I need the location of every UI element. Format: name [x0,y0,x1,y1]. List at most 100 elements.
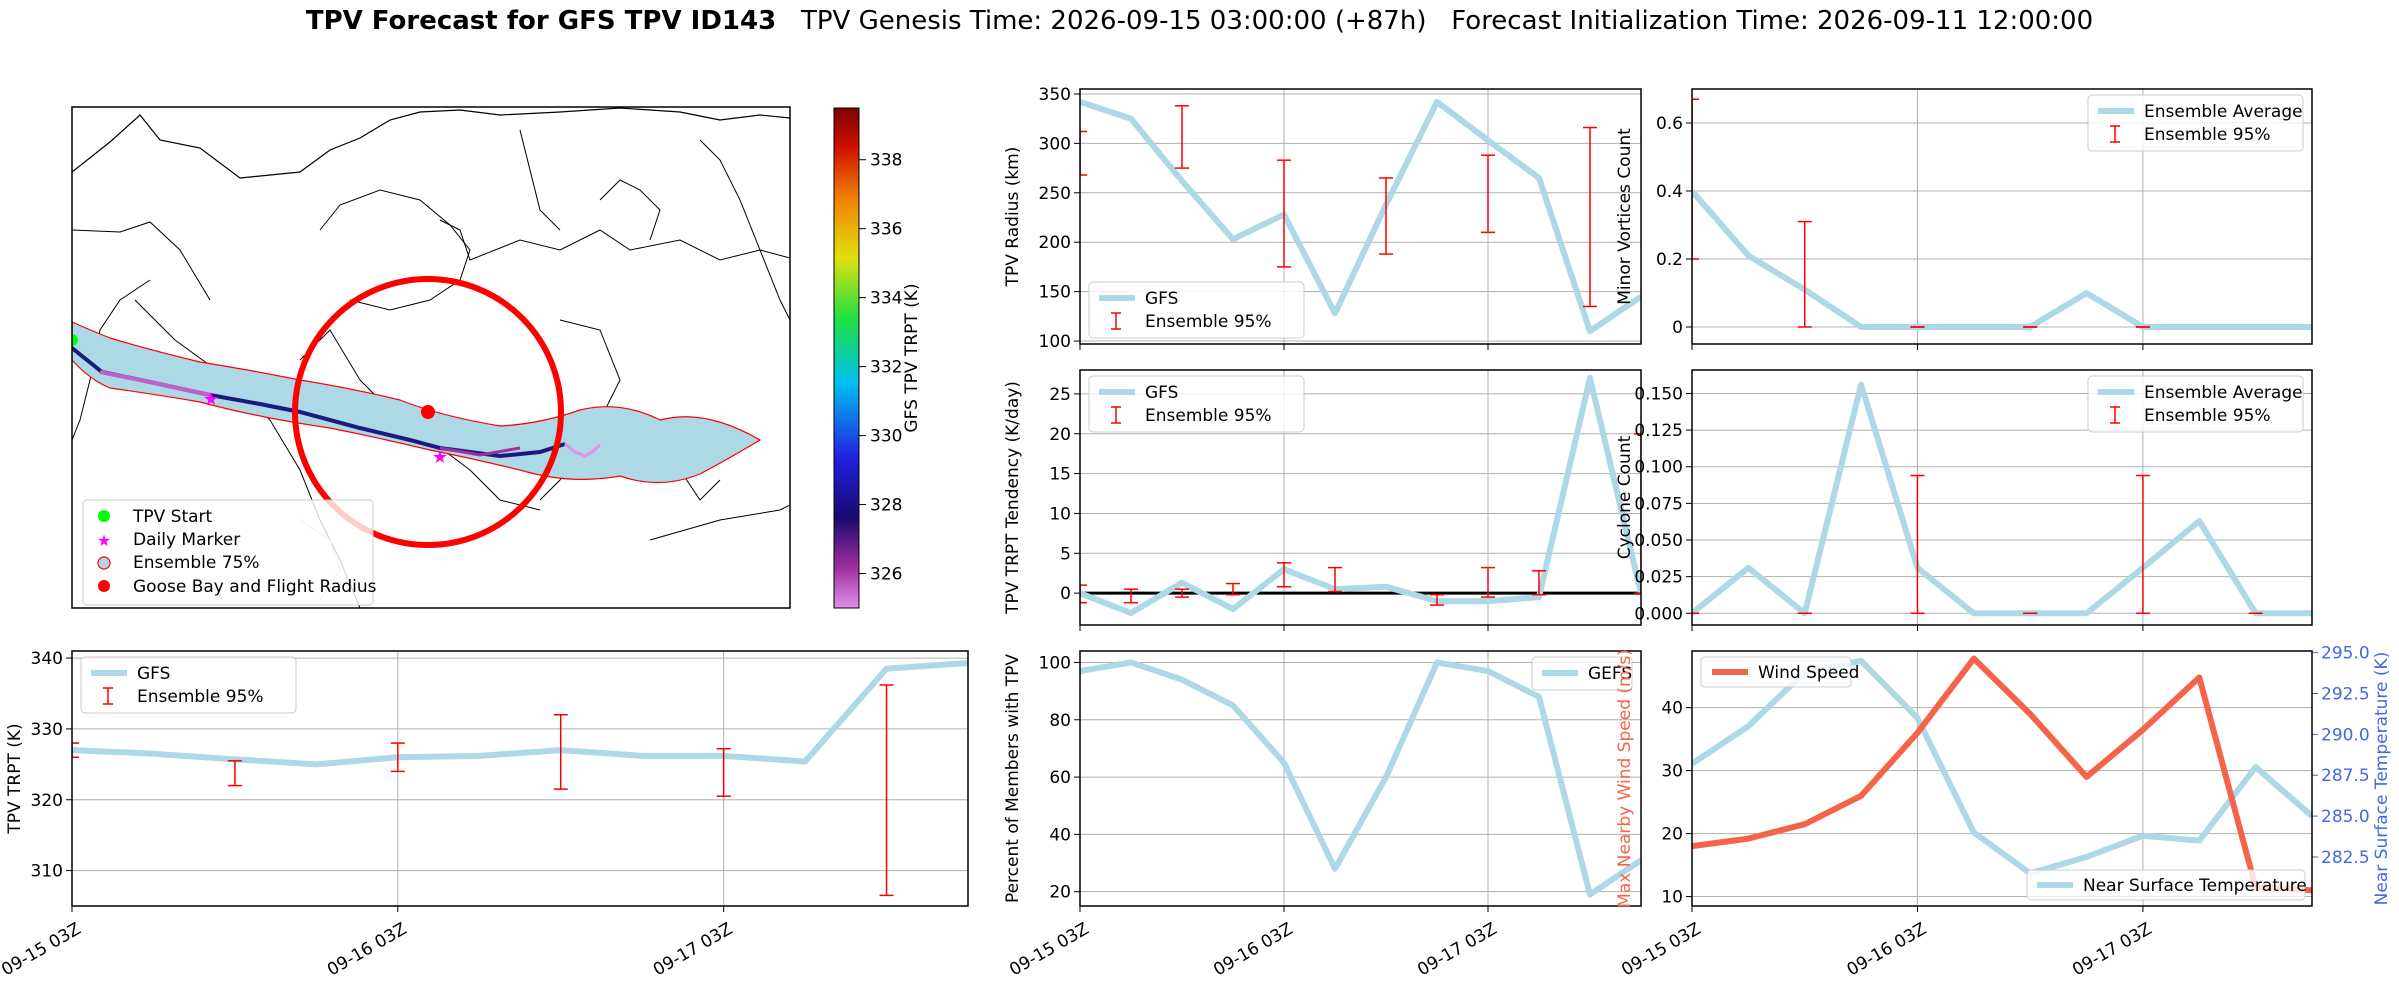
y-tick-label: 340 [31,649,63,669]
map-legend [82,499,374,606]
y-tick-label: 10 [1661,888,1683,908]
plot-area [72,660,968,897]
figure-title-bold: TPV Forecast for GFS TPV ID143 [305,6,777,36]
goose-bay-marker-icon [98,580,110,592]
map-geography: ★ ★ [72,107,790,608]
y-tick-label: 15 [1049,465,1071,485]
y-tick-label: 250 [1039,184,1071,204]
colorbar-tick-label: 326 [870,565,902,585]
colorbar-tick-label: 334 [870,289,902,309]
y-axis-label: Max Nearby Wind Speed (m/s) [1615,649,1635,908]
axes-frame [1079,369,1642,626]
y-tick-label: 350 [1039,85,1071,105]
figure-title: TPV Forecast for GFS TPV ID143 TPV Genes… [0,6,2399,36]
gfs-line [1080,98,1641,335]
svg-text:★: ★ [432,447,448,468]
y-tick-label: 0.075 [1634,494,1683,514]
legend-label: Ensemble 95% [2144,125,2271,145]
y-tick-label: 0.150 [1634,384,1683,404]
y2-tick-label: 282.5 [2321,848,2370,868]
y-tick-label: 20 [1049,883,1071,903]
y-tick-label: 30 [1661,762,1683,782]
y-tick-label: 40 [1661,699,1683,719]
y-tick-label: 100 [1039,332,1071,352]
gfs-line [1692,189,2312,330]
y-tick-label: 80 [1049,711,1071,731]
legend-box [1531,656,1633,691]
y2-tick-label: 292.5 [2321,685,2370,705]
map-legend-label-3: Goose Bay and Flight Radius [133,577,377,597]
y-axis-label: Percent of Members with TPV [1003,654,1023,903]
legend-label: GFS [1145,289,1178,309]
y-tick-label: 0.100 [1634,458,1683,478]
map-legend-label-2: Ensemble 75% [133,553,260,573]
y-tick-label: 0 [1060,584,1071,604]
y-axis-label: TPV TRPT (K) [5,723,25,834]
colorbar-tick-label: 330 [870,427,902,447]
y-tick-label: 5 [1060,544,1071,564]
legend-label: GFS [1145,383,1178,403]
y-tick-label: 0.4 [1656,182,1683,202]
map-legend-label-0: TPV Start [132,507,213,527]
wind-speed-line [1692,655,2312,894]
legend-label: GEFS [1588,664,1632,684]
gfs-line [1080,374,1641,617]
y-tick-label: 40 [1049,825,1071,845]
axes-frame [1691,650,2313,907]
colorbar [833,107,860,609]
legend-box [2087,94,2304,152]
y-tick-label: 0.2 [1656,250,1683,270]
x-tick-label: 09-16 03Z [1844,919,1930,980]
legend-label: Ensemble 95% [137,687,264,707]
plot-area [1080,98,1641,335]
colorbar-tick-label: 338 [870,151,902,171]
y-tick-label: 330 [31,720,63,740]
legend-label: GFS [137,664,170,684]
chart-cyclone: 0.000 0.025 0.050 0.075 0.100 0.125 0.150 Cyclo… [1615,369,2313,631]
axes-frame [1079,88,1642,345]
legend-label: Ensemble Average [2144,383,2303,403]
chart-percent: 20 40 60 80 100 09-15 03Z 09-16 03Z 09-17 03Z Pe… [1003,650,1642,980]
y-tick-label: 20 [1049,425,1071,445]
y-tick-label: 0.6 [1656,114,1683,134]
y-tick-label: 0.025 [1634,568,1683,588]
legend-box [1088,375,1305,433]
y-tick-label: 10 [1049,504,1071,524]
axes-frame [1691,369,2313,626]
chart-minor: 0 0.2 0.4 0.6 Minor Vortices Count Ensemble A… [1615,88,2313,350]
x-tick-label: 09-17 03Z [2069,919,2155,980]
plot-area [1692,655,2312,894]
axes-frame [1691,88,2313,345]
x-tick-label: 09-17 03Z [650,919,736,980]
y-axis-label: TPV TRPT Tendency (K/day) [1003,381,1023,615]
y-axis-label: Cyclone Count [1615,435,1635,559]
y-tick-label: 0.125 [1634,421,1683,441]
axes-frame [71,650,969,907]
figure-title-rest: TPV Genesis Time: 2026-09-15 03:00:00 (+… [776,6,2094,36]
colorbar-tick-label: 336 [870,220,902,240]
plot-area [1080,374,1641,617]
gfs-line [72,660,968,768]
y-tick-label: 100 [1039,653,1071,673]
y-tick-label: 60 [1049,768,1071,788]
x-tick-label: 09-17 03Z [1414,919,1500,980]
daily-marker-star-icon: ★ [97,531,111,550]
wind-legend [1700,656,1852,688]
x-tick-label: 09-15 03Z [1618,919,1704,980]
y-axis-label: Minor Vortices Count [1615,128,1635,305]
y2-tick-label: 287.5 [2321,766,2370,786]
colorbar-ticks: 326 328 330 332 334 336 338 [859,151,902,585]
temperature-line [1692,657,2312,877]
legend-label: Ensemble 95% [2144,406,2271,426]
temp-legend-label: Near Surface Temperature [2083,876,2307,896]
y-tick-label: 320 [31,791,63,811]
legend-label: Ensemble Average [2144,102,2303,122]
y-axis-label: TPV Radius (km) [1003,147,1023,288]
chart-wind_temp: 10 20 30 40 09-15 03Z 09-16 03Z 09-17 03Z Max N… [1615,644,2392,981]
y-tick-label: 200 [1039,233,1071,253]
y-tick-label: 0 [1672,318,1683,338]
x-tick-label: 09-15 03Z [0,919,85,980]
x-tick-label: 09-16 03Z [324,919,410,980]
y2-tick-label: 285.0 [2321,807,2370,827]
